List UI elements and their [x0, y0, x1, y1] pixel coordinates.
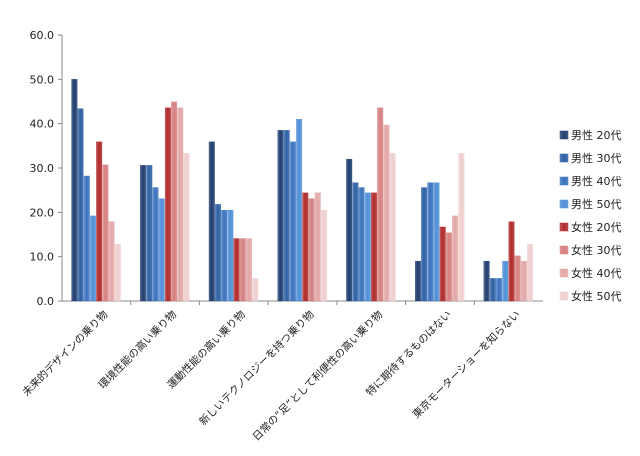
y-tick-label: 0.0 — [37, 295, 55, 308]
bar — [452, 215, 459, 302]
bar — [302, 192, 309, 302]
bar — [158, 198, 165, 302]
bar — [352, 182, 359, 302]
bar — [383, 124, 390, 302]
bar — [358, 187, 365, 302]
y-tick-label: 20.0 — [30, 206, 55, 219]
bar — [320, 209, 327, 302]
bar — [215, 204, 221, 302]
category-label: 新しいテクノロジーを持つ乗り物 — [197, 308, 317, 428]
category-label: 東京モーターショーを知らない — [410, 308, 523, 421]
legend-swatch — [559, 245, 569, 255]
bar — [421, 187, 428, 302]
legend-swatch — [559, 222, 569, 232]
bar — [152, 187, 159, 302]
bar — [239, 238, 246, 302]
legend-label: 女性 30代 — [571, 243, 622, 257]
legend-swatch — [559, 268, 569, 278]
bar — [496, 278, 502, 302]
bar — [389, 153, 396, 302]
bar — [177, 107, 184, 302]
legend-label: 男性 30代 — [571, 151, 622, 165]
legend-swatch — [559, 199, 569, 209]
bar — [71, 79, 78, 302]
bar — [227, 209, 234, 302]
y-tick-labels: 0.0 10.0 20.0 30.0 40.0 50.0 60.0 — [30, 29, 55, 308]
bar — [527, 244, 533, 302]
bar — [508, 221, 515, 302]
bar — [489, 278, 496, 302]
bar — [514, 255, 521, 302]
bar — [283, 130, 290, 302]
bar — [108, 221, 115, 302]
bar — [77, 108, 84, 302]
bars — [71, 79, 533, 302]
bar — [314, 192, 321, 302]
bar — [427, 182, 434, 302]
legend-label: 女性 20代 — [571, 220, 622, 234]
category-label: 未来的デザインの乗り物 — [20, 308, 111, 399]
bar — [458, 153, 465, 302]
bar — [289, 141, 296, 302]
legend-swatch — [559, 176, 569, 186]
bar — [439, 226, 446, 302]
bar — [308, 198, 315, 302]
legend-swatch — [559, 291, 569, 301]
bar — [296, 119, 303, 302]
bar — [246, 238, 252, 302]
bar — [377, 107, 384, 302]
bar — [208, 141, 215, 302]
category-label: 運動性能の高い乗り物 — [164, 308, 247, 391]
bar — [83, 175, 90, 302]
legend-label: 男性 50代 — [571, 197, 622, 211]
bar — [233, 238, 240, 302]
bar — [90, 215, 96, 302]
bar — [520, 260, 527, 302]
y-tick-label: 60.0 — [30, 29, 55, 42]
category-label: 環境性能の高い乗り物 — [96, 308, 179, 391]
bar — [96, 141, 103, 302]
bar — [164, 107, 171, 302]
y-tick-label: 40.0 — [30, 118, 55, 131]
y-tick-label: 50.0 — [30, 73, 55, 86]
bar — [171, 101, 178, 302]
bar — [371, 192, 377, 302]
legend-label: 女性 40代 — [571, 266, 622, 280]
legend-label: 女性 50代 — [571, 289, 622, 303]
bar — [346, 158, 353, 302]
bar — [221, 209, 228, 302]
bar — [483, 260, 490, 302]
bar — [433, 182, 440, 302]
bar — [502, 260, 509, 302]
bar — [277, 130, 284, 302]
bar — [183, 153, 190, 302]
bar — [364, 192, 371, 302]
legend-swatch — [559, 153, 569, 163]
bar — [114, 244, 121, 302]
legend-label: 男性 20代 — [571, 128, 622, 142]
bar — [445, 232, 452, 302]
bar — [252, 278, 259, 302]
category-labels: 未来的デザインの乗り物環境性能の高い乗り物運動性能の高い乗り物新しいテクノロジー… — [20, 308, 523, 443]
legend-label: 男性 40代 — [571, 174, 622, 188]
y-tick-label: 30.0 — [30, 162, 55, 175]
bar — [414, 260, 421, 302]
bar — [140, 165, 147, 302]
y-tick-label: 10.0 — [30, 251, 55, 264]
legend-swatch — [559, 130, 569, 140]
bar — [146, 165, 153, 302]
bar — [102, 164, 109, 302]
category-label: 日常の“足”として利便性の高い乗り物 — [250, 308, 385, 443]
